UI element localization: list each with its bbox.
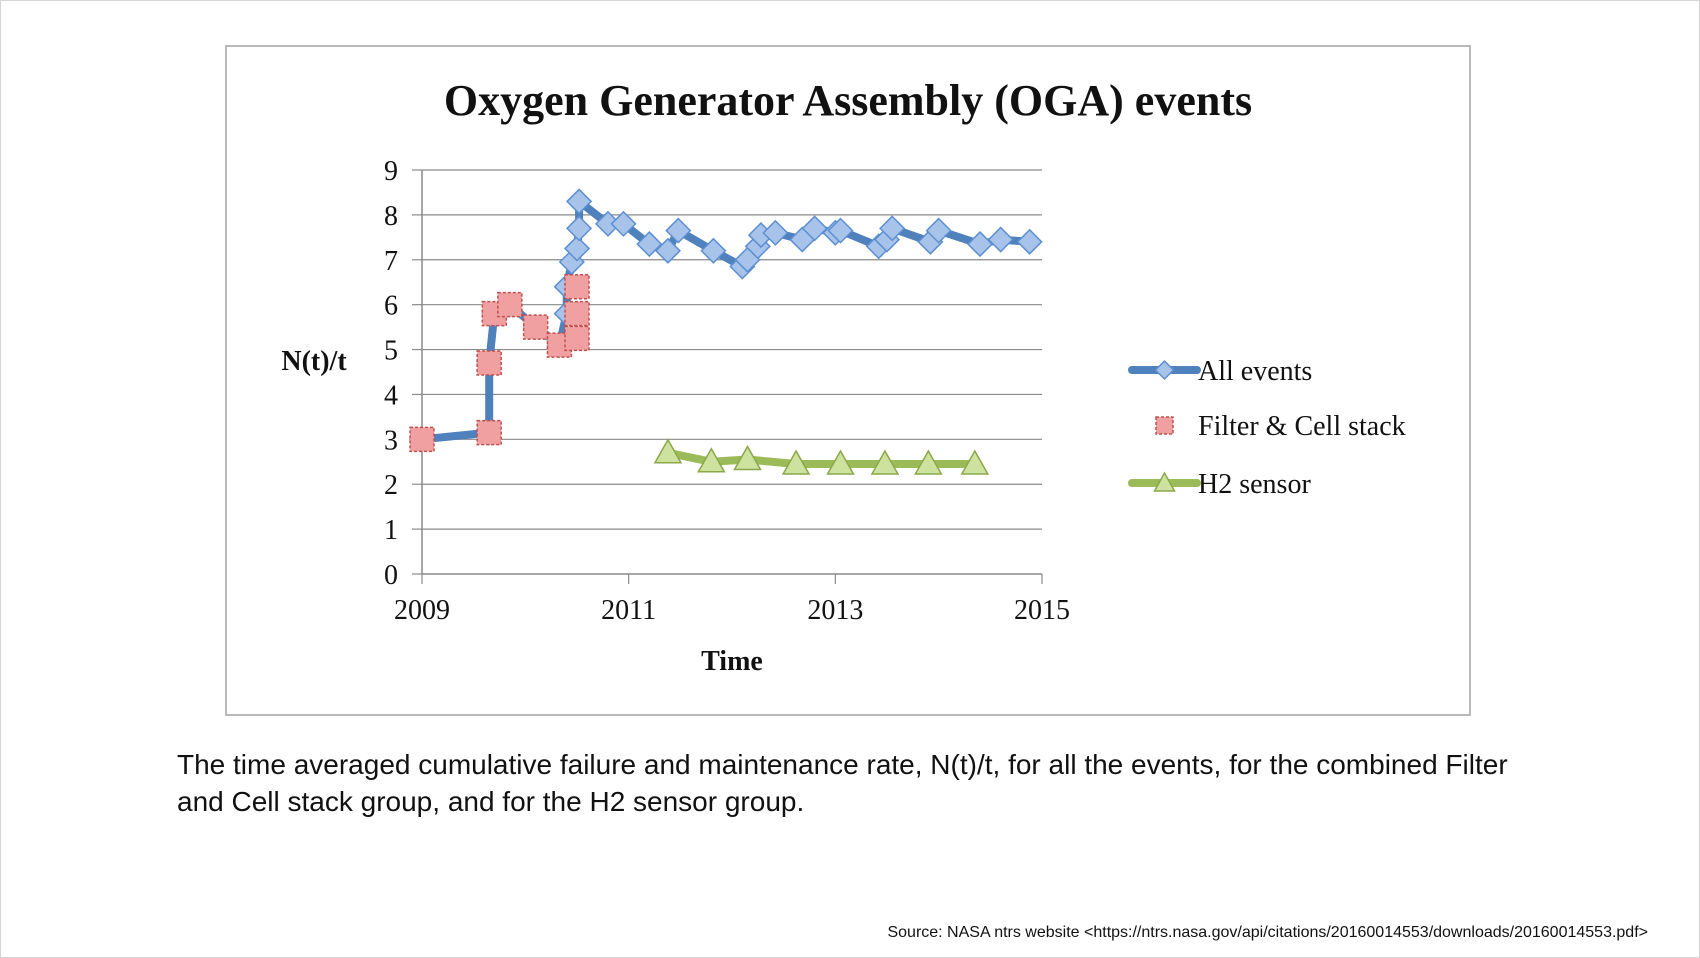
data-point-diamond: [654, 237, 681, 264]
y-tick-label: 0: [384, 560, 398, 591]
legend-label-h2-sensor: H2 sensor: [1198, 469, 1311, 500]
data-point-diamond: [762, 219, 789, 246]
data-point-square: [564, 325, 590, 352]
axes: [421, 170, 1042, 575]
data-point-triangle: [914, 449, 943, 475]
y-tick-label: 4: [384, 380, 398, 411]
legend-diamond-marker: [1154, 359, 1175, 381]
data-point-diamond: [925, 217, 952, 244]
x-tick-labels: 2009 2011 2013 2015: [394, 595, 1070, 626]
series-filter-cell-stack: [409, 273, 590, 453]
data-point-triangle: [697, 447, 726, 473]
y-tick-label: 9: [384, 156, 398, 187]
legend-label-all-events: All events: [1198, 356, 1312, 387]
data-point-square: [497, 291, 523, 318]
x-tick-label: 2011: [601, 595, 656, 626]
data-point-diamond: [1016, 228, 1043, 255]
data-point-square: [409, 426, 435, 453]
legend: All events Filter & Cell stack H2 sensor: [1128, 356, 1406, 500]
legend-item-all-events[interactable]: All events: [1128, 356, 1312, 387]
y-tick-label: 6: [384, 291, 398, 322]
data-point-diamond: [610, 210, 637, 237]
data-point-diamond: [700, 237, 727, 264]
chart: 0 1 2 3 4 5 6 7 8 9 2009 2011 2013 2015 Oxygen Gener…: [281, 76, 1406, 677]
y-tick-label: 7: [384, 246, 398, 277]
data-point-triangle: [826, 449, 855, 475]
y-tick-label: 8: [384, 201, 398, 232]
data-point-square: [564, 300, 590, 327]
source-citation: Source: NASA ntrs website <https://ntrs.…: [887, 924, 1648, 941]
y-tick-label: 2: [384, 470, 398, 501]
data-point-diamond: [827, 217, 854, 244]
data-point-diamond: [665, 217, 692, 244]
series: [408, 188, 1043, 475]
chart-title: Oxygen Generator Assembly (OGA) events: [444, 76, 1252, 125]
data-point-triangle: [653, 438, 683, 464]
data-point-diamond: [636, 231, 663, 258]
series-h2-sensor: [653, 438, 990, 475]
data-point-triangle: [870, 449, 900, 475]
x-axis-label: Time: [701, 646, 763, 677]
data-point-square: [476, 350, 502, 376]
data-point-diamond: [566, 188, 593, 215]
legend-item-h2-sensor[interactable]: H2 sensor: [1128, 469, 1311, 500]
data-point-diamond: [566, 215, 593, 242]
legend-label-filter-cell-stack: Filter & Cell stack: [1198, 411, 1406, 442]
data-point-triangle: [960, 449, 990, 475]
x-tick-label: 2015: [1014, 595, 1070, 626]
y-tick-labels: 0 1 2 3 4 5 6 7 8 9: [384, 156, 398, 591]
data-point-triangle: [781, 449, 811, 475]
data-point-triangle: [733, 445, 762, 471]
data-point-diamond: [563, 235, 591, 262]
chart-panel: 0 1 2 3 4 5 6 7 8 9 2009 2011 2013 2015 Oxygen Gener…: [225, 45, 1471, 716]
x-tick-label: 2013: [807, 595, 863, 626]
grid: [412, 169, 1043, 584]
data-point-square: [476, 419, 502, 446]
legend-triangle-marker: [1153, 471, 1176, 492]
y-tick-label: 5: [384, 336, 398, 367]
data-point-square: [564, 273, 590, 300]
y-tick-label: 1: [384, 515, 398, 546]
y-axis-label: N(t)/t: [281, 346, 347, 377]
figure-caption: The time averaged cumulative failure and…: [177, 749, 1508, 817]
y-tick-label: 3: [384, 425, 398, 456]
x-tick-label: 2009: [394, 595, 450, 626]
data-point-diamond: [879, 215, 906, 242]
data-point-square: [522, 314, 549, 340]
legend-item-filter-cell-stack[interactable]: Filter & Cell stack: [1155, 411, 1406, 442]
data-point-diamond: [987, 226, 1014, 253]
data-point-diamond: [966, 231, 994, 258]
data-point-diamond: [801, 215, 828, 242]
legend-square-marker: [1155, 416, 1174, 435]
